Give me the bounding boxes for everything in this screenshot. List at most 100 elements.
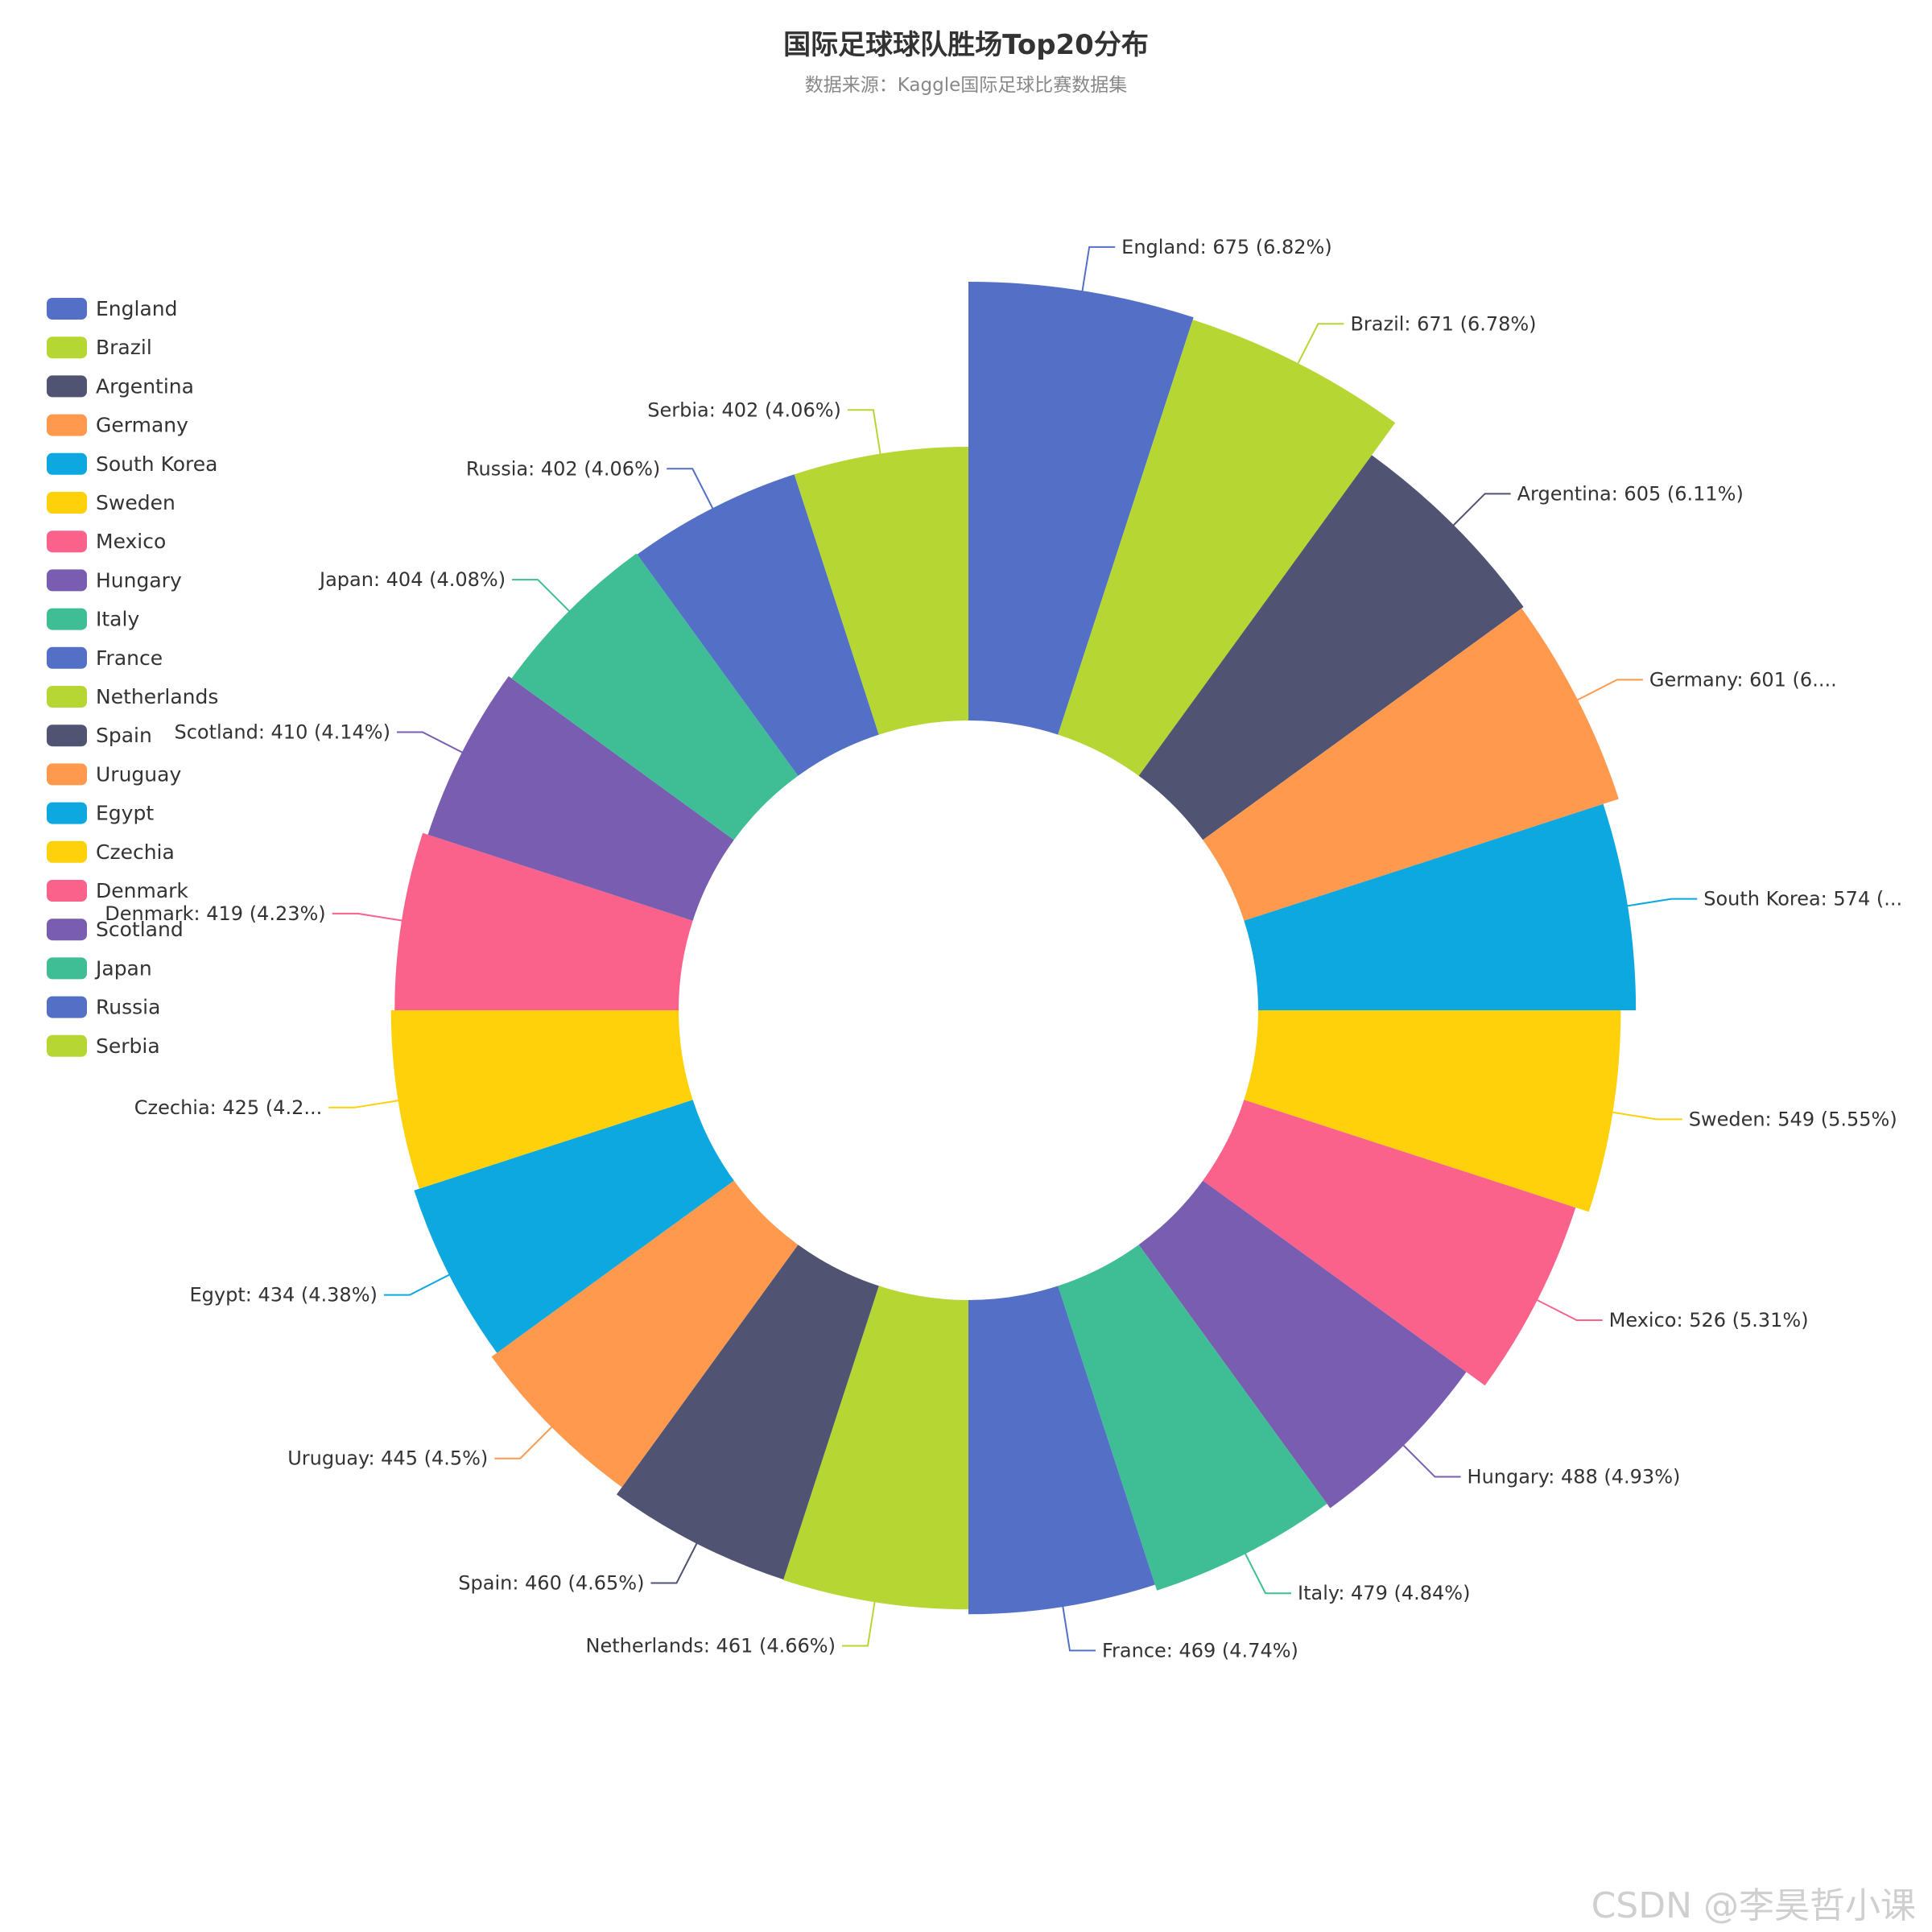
slice-russia[interactable] [637,474,879,776]
legend-item-russia[interactable]: Russia [47,996,160,1019]
data-label-south-korea: South Korea: 574 (... [1703,888,1902,910]
slice-italy[interactable] [1058,1245,1327,1591]
slice-scotland[interactable] [427,676,734,921]
chart-subtitle: 数据来源：Kaggle国际足球比赛数据集 [805,75,1128,96]
leader-line-hungary [1398,1440,1461,1478]
data-label-serbia: Serbia: 402 (4.06%) [647,398,841,421]
legend-item-brazil[interactable]: Brazil [47,336,152,359]
legend-swatch-germany [47,414,87,436]
data-label-mexico: Mexico: 526 (5.31%) [1609,1309,1809,1331]
legend-swatch-netherlands [47,686,87,708]
legend-item-south-korea[interactable]: South Korea [47,452,217,476]
leader-line-denmark [332,912,409,923]
slice-argentina[interactable] [1138,455,1524,840]
slice-japan[interactable] [511,553,799,840]
legend-label-czechia: Czechia [96,840,175,864]
legend-label-russia: Russia [96,996,160,1019]
slice-england[interactable] [968,282,1194,735]
data-label-italy: Italy: 479 (4.84%) [1298,1582,1470,1604]
leader-line-france [1061,1600,1096,1652]
slice-egypt[interactable] [414,1100,734,1353]
leader-line-south-korea [1620,898,1698,908]
leader-line-netherlands [841,1596,877,1647]
legend-label-france: France [96,646,163,670]
legend-item-spain[interactable]: Spain [47,724,152,747]
slice-south-korea[interactable] [1244,803,1637,1010]
legend-item-scotland[interactable]: Scotland [47,918,184,941]
legend-swatch-japan [47,957,87,980]
slice-brazil[interactable] [1058,320,1396,776]
legend-label-denmark: Denmark [96,879,188,902]
legend-item-netherlands[interactable]: Netherlands [47,685,218,708]
leader-line-egypt [383,1271,456,1296]
data-label-argentina: Argentina: 605 (6.11%) [1517,482,1744,505]
legend-item-italy[interactable]: Italy [47,608,139,631]
legend-label-brazil: Brazil [96,336,152,359]
legend-item-serbia[interactable]: Serbia [47,1034,160,1058]
legend-swatch-brazil [47,336,87,359]
data-label-hungary: Hungary: 488 (4.93%) [1468,1466,1681,1488]
slice-uruguay[interactable] [491,1180,799,1488]
legend-swatch-hungary [47,569,87,592]
leader-line-russia [667,468,716,514]
leader-line-scotland [396,731,469,757]
legend-swatch-south-korea [47,452,87,475]
leader-line-japan [512,579,575,617]
data-label-spain: Spain: 460 (4.65%) [458,1572,644,1595]
data-label-france: France: 469 (4.74%) [1102,1639,1298,1662]
legend-label-mexico: Mexico [96,530,166,553]
legend-item-germany[interactable]: Germany [47,414,188,437]
legend-label-japan: Japan [94,956,152,980]
legend-swatch-sweden [47,492,87,514]
slice-hungary[interactable] [1138,1180,1467,1509]
data-label-brazil: Brazil: 671 (6.78%) [1350,312,1536,335]
legend-swatch-argentina [47,375,87,398]
legend-item-japan[interactable]: Japan [47,956,152,980]
slice-spain[interactable] [616,1245,879,1580]
legend-label-hungary: Hungary [96,568,182,592]
data-label-uruguay: Uruguay: 445 (4.5%) [287,1447,488,1470]
legend-label-netherlands: Netherlands [96,685,218,708]
legend-swatch-uruguay [47,763,87,786]
leader-line-spain [650,1537,700,1584]
legend-item-sweden[interactable]: Sweden [47,491,175,514]
legend-label-scotland: Scotland [96,918,184,941]
data-label-denmark: Denmark: 419 (4.23%) [105,902,325,925]
slice-netherlands[interactable] [782,1286,968,1610]
data-label-scotland: Scotland: 410 (4.14%) [174,721,390,744]
legend-item-denmark[interactable]: Denmark [47,879,188,902]
leader-line-germany [1571,679,1643,704]
legend-label-england: England [96,297,178,320]
legend-swatch-russia [47,996,87,1018]
legend-swatch-mexico [47,530,87,553]
slice-czechia[interactable] [390,1010,693,1189]
legend-item-egypt[interactable]: Egypt [47,802,154,825]
legend-swatch-italy [47,608,87,630]
legend-item-england[interactable]: England [47,297,178,320]
leader-line-argentina [1448,493,1511,530]
slice-serbia[interactable] [794,447,968,735]
data-label-netherlands: Netherlands: 461 (4.66%) [586,1634,836,1657]
legend-item-france[interactable]: France [47,646,163,670]
data-label-egypt: Egypt: 434 (4.38%) [190,1284,378,1307]
slice-denmark[interactable] [394,832,693,1010]
legend-item-hungary[interactable]: Hungary [47,568,182,592]
legend-item-czechia[interactable]: Czechia [47,840,175,864]
legend-swatch-czechia [47,840,87,863]
chart-title: 国际足球球队胜场Top20分布 [783,29,1149,61]
data-label-sweden: Sweden: 549 (5.55%) [1689,1108,1897,1130]
leader-line-sweden [1606,1110,1682,1121]
legend-label-sweden: Sweden [96,491,175,514]
legend-item-argentina[interactable]: Argentina [47,374,194,398]
slice-sweden[interactable] [1244,1010,1621,1212]
leader-line-brazil [1294,323,1344,369]
slice-france[interactable] [968,1286,1155,1615]
legend-item-uruguay[interactable]: Uruguay [47,762,181,786]
labels-group: England: 675 (6.82%) Brazil: 671 (6.78%) A… [105,236,1902,1662]
slice-mexico[interactable] [1203,1100,1576,1386]
slice-germany[interactable] [1203,608,1619,921]
legend-label-italy: Italy [96,608,139,631]
leader-line-england [1080,246,1116,298]
legend-item-mexico[interactable]: Mexico [47,530,166,553]
